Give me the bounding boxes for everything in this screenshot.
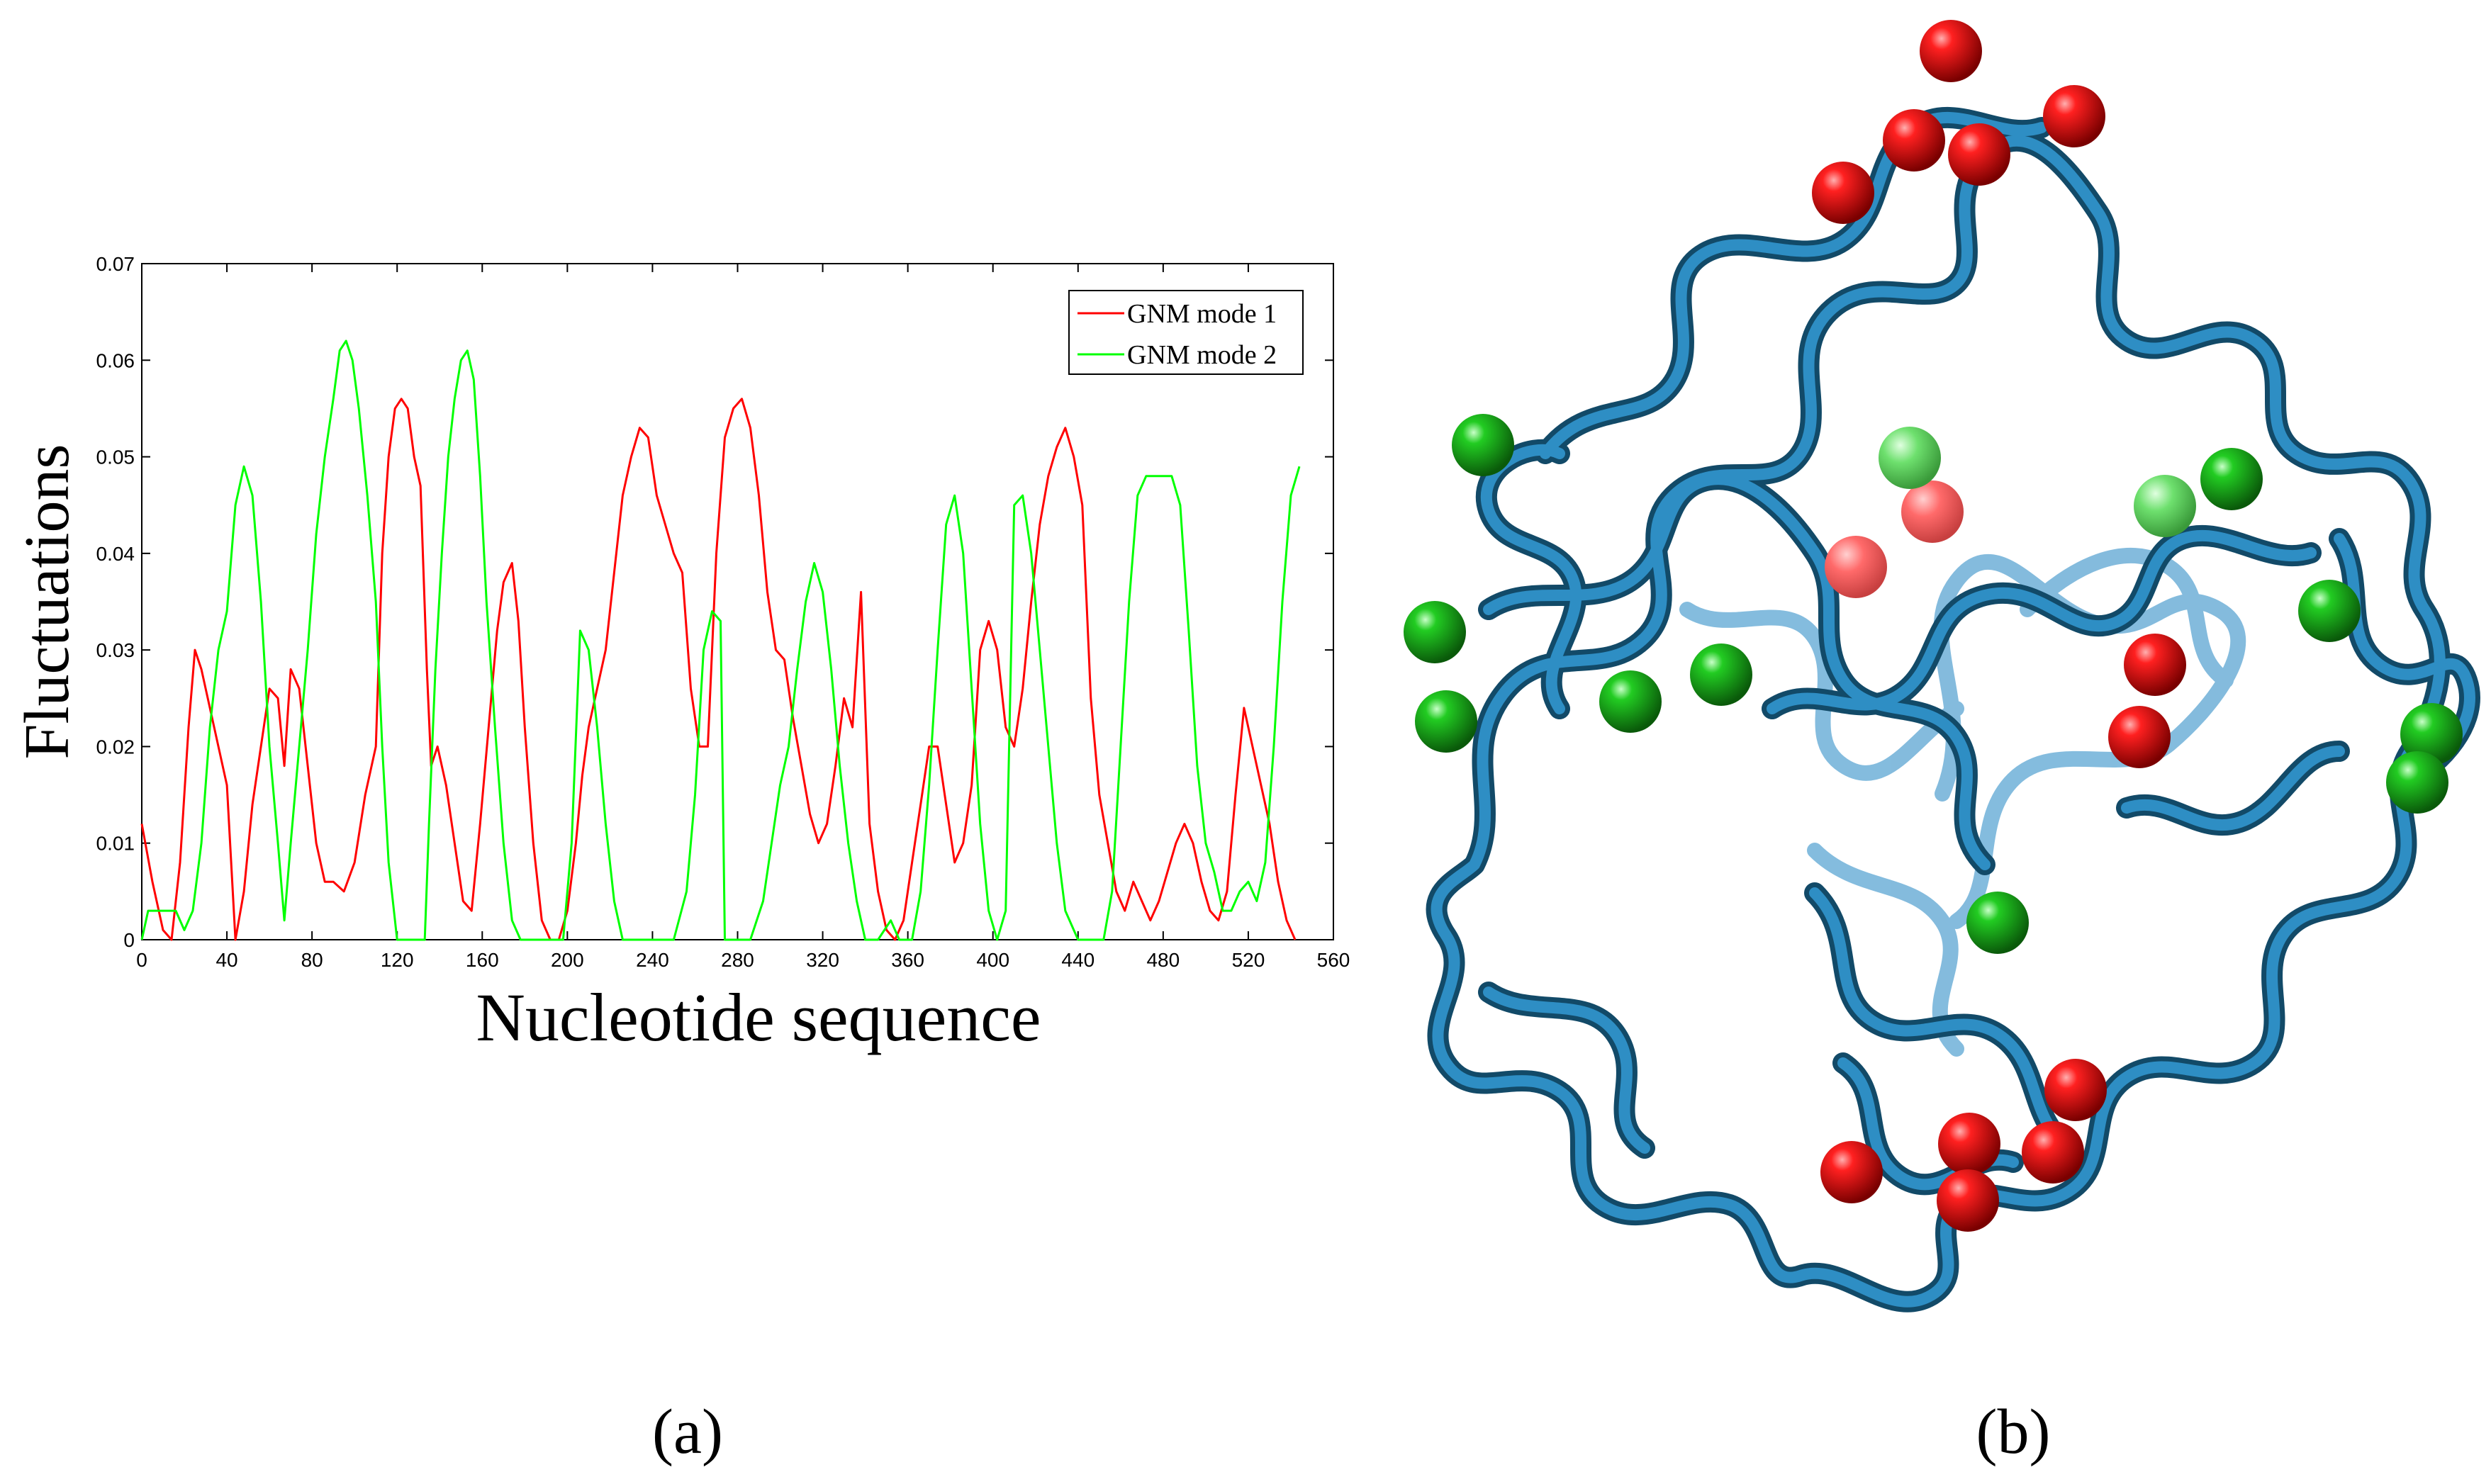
green-sphere (2386, 751, 2448, 814)
y-tick-label: 0.03 (96, 639, 135, 661)
red-sphere (1825, 536, 1887, 598)
x-tick-label: 280 (721, 949, 754, 971)
x-tick-label: 320 (806, 949, 839, 971)
green-sphere (1415, 690, 1477, 753)
y-tick-label: 0.06 (96, 349, 135, 371)
x-tick-label: 40 (215, 949, 237, 971)
y-tick-label: 0.05 (96, 446, 135, 468)
red-sphere (1883, 109, 1945, 172)
x-tick-label: 440 (1061, 949, 1095, 971)
x-tick-label: 400 (976, 949, 1009, 971)
green-sphere (1404, 601, 1466, 663)
fluctuation-line-chart: 0 0.01 0.02 0.03 0.04 0.05 0.06 0.07 0 40 80 120 16… (12, 253, 1350, 1055)
y-tick-label: 0.01 (96, 833, 135, 855)
red-sphere (1937, 1169, 1999, 1232)
y-tick-label: 0.04 (96, 543, 135, 565)
x-tick-label: 200 (551, 949, 584, 971)
legend-label-mode-1: GNM mode 1 (1127, 299, 1277, 329)
x-axis-title: Nucleotide sequence (476, 979, 1041, 1055)
red-sphere (2022, 1121, 2084, 1184)
x-tick-label: 480 (1146, 949, 1180, 971)
x-tick-label: 240 (636, 949, 669, 971)
green-sphere (1690, 643, 1752, 706)
green-sphere-markers (1404, 414, 2463, 954)
y-axis-ticks: 0 0.01 0.02 0.03 0.04 0.05 0.06 0.07 (96, 253, 1333, 951)
red-sphere (1812, 162, 1874, 224)
x-tick-label: 160 (466, 949, 499, 971)
series-line-mode-2 (140, 339, 1301, 941)
red-sphere (1820, 1141, 1883, 1203)
green-sphere (2298, 580, 2361, 642)
x-tick-label: 80 (301, 949, 323, 971)
series-line-mode-1 (140, 398, 1297, 941)
x-tick-label: 520 (1232, 949, 1265, 971)
x-axis-ticks: 0 40 80 120 160 200 240 280 320 360 400 440 480 520 56… (136, 264, 1350, 971)
green-sphere (2200, 448, 2263, 510)
panel-label-b: (b) (1976, 1397, 2051, 1467)
rna-ribbon-structure (1404, 20, 2470, 1302)
x-tick-label: 560 (1317, 949, 1350, 971)
y-axis-title: Fluctuations (12, 444, 82, 760)
red-sphere-markers (1812, 20, 2186, 1232)
x-tick-label: 0 (136, 949, 147, 971)
plot-frame (141, 263, 1334, 940)
red-sphere (2043, 85, 2105, 147)
series-layer (140, 339, 1301, 941)
legend-box (1068, 290, 1304, 375)
red-sphere (1920, 20, 1982, 82)
green-sphere (2400, 703, 2463, 765)
y-tick-label: 0.02 (96, 736, 135, 758)
panel-label-a: (a) (652, 1397, 723, 1467)
x-tick-label: 120 (381, 949, 414, 971)
red-sphere (2108, 706, 2171, 768)
y-tick-label: 0 (123, 929, 135, 951)
green-sphere (1452, 414, 1514, 476)
red-sphere (1938, 1113, 2000, 1175)
green-sphere (2134, 475, 2196, 537)
y-tick-label: 0.07 (96, 253, 135, 275)
x-tick-label: 360 (891, 949, 924, 971)
red-sphere (1901, 480, 1964, 543)
green-sphere (1966, 892, 2029, 954)
legend-label-mode-2: GNM mode 2 (1127, 340, 1277, 370)
red-sphere (2124, 634, 2186, 696)
green-sphere (1599, 670, 1662, 733)
red-sphere (2044, 1059, 2107, 1121)
red-sphere (1948, 123, 2010, 186)
green-sphere (1879, 427, 1941, 489)
legend: GNM mode 1 GNM mode 2 (1068, 290, 1304, 375)
